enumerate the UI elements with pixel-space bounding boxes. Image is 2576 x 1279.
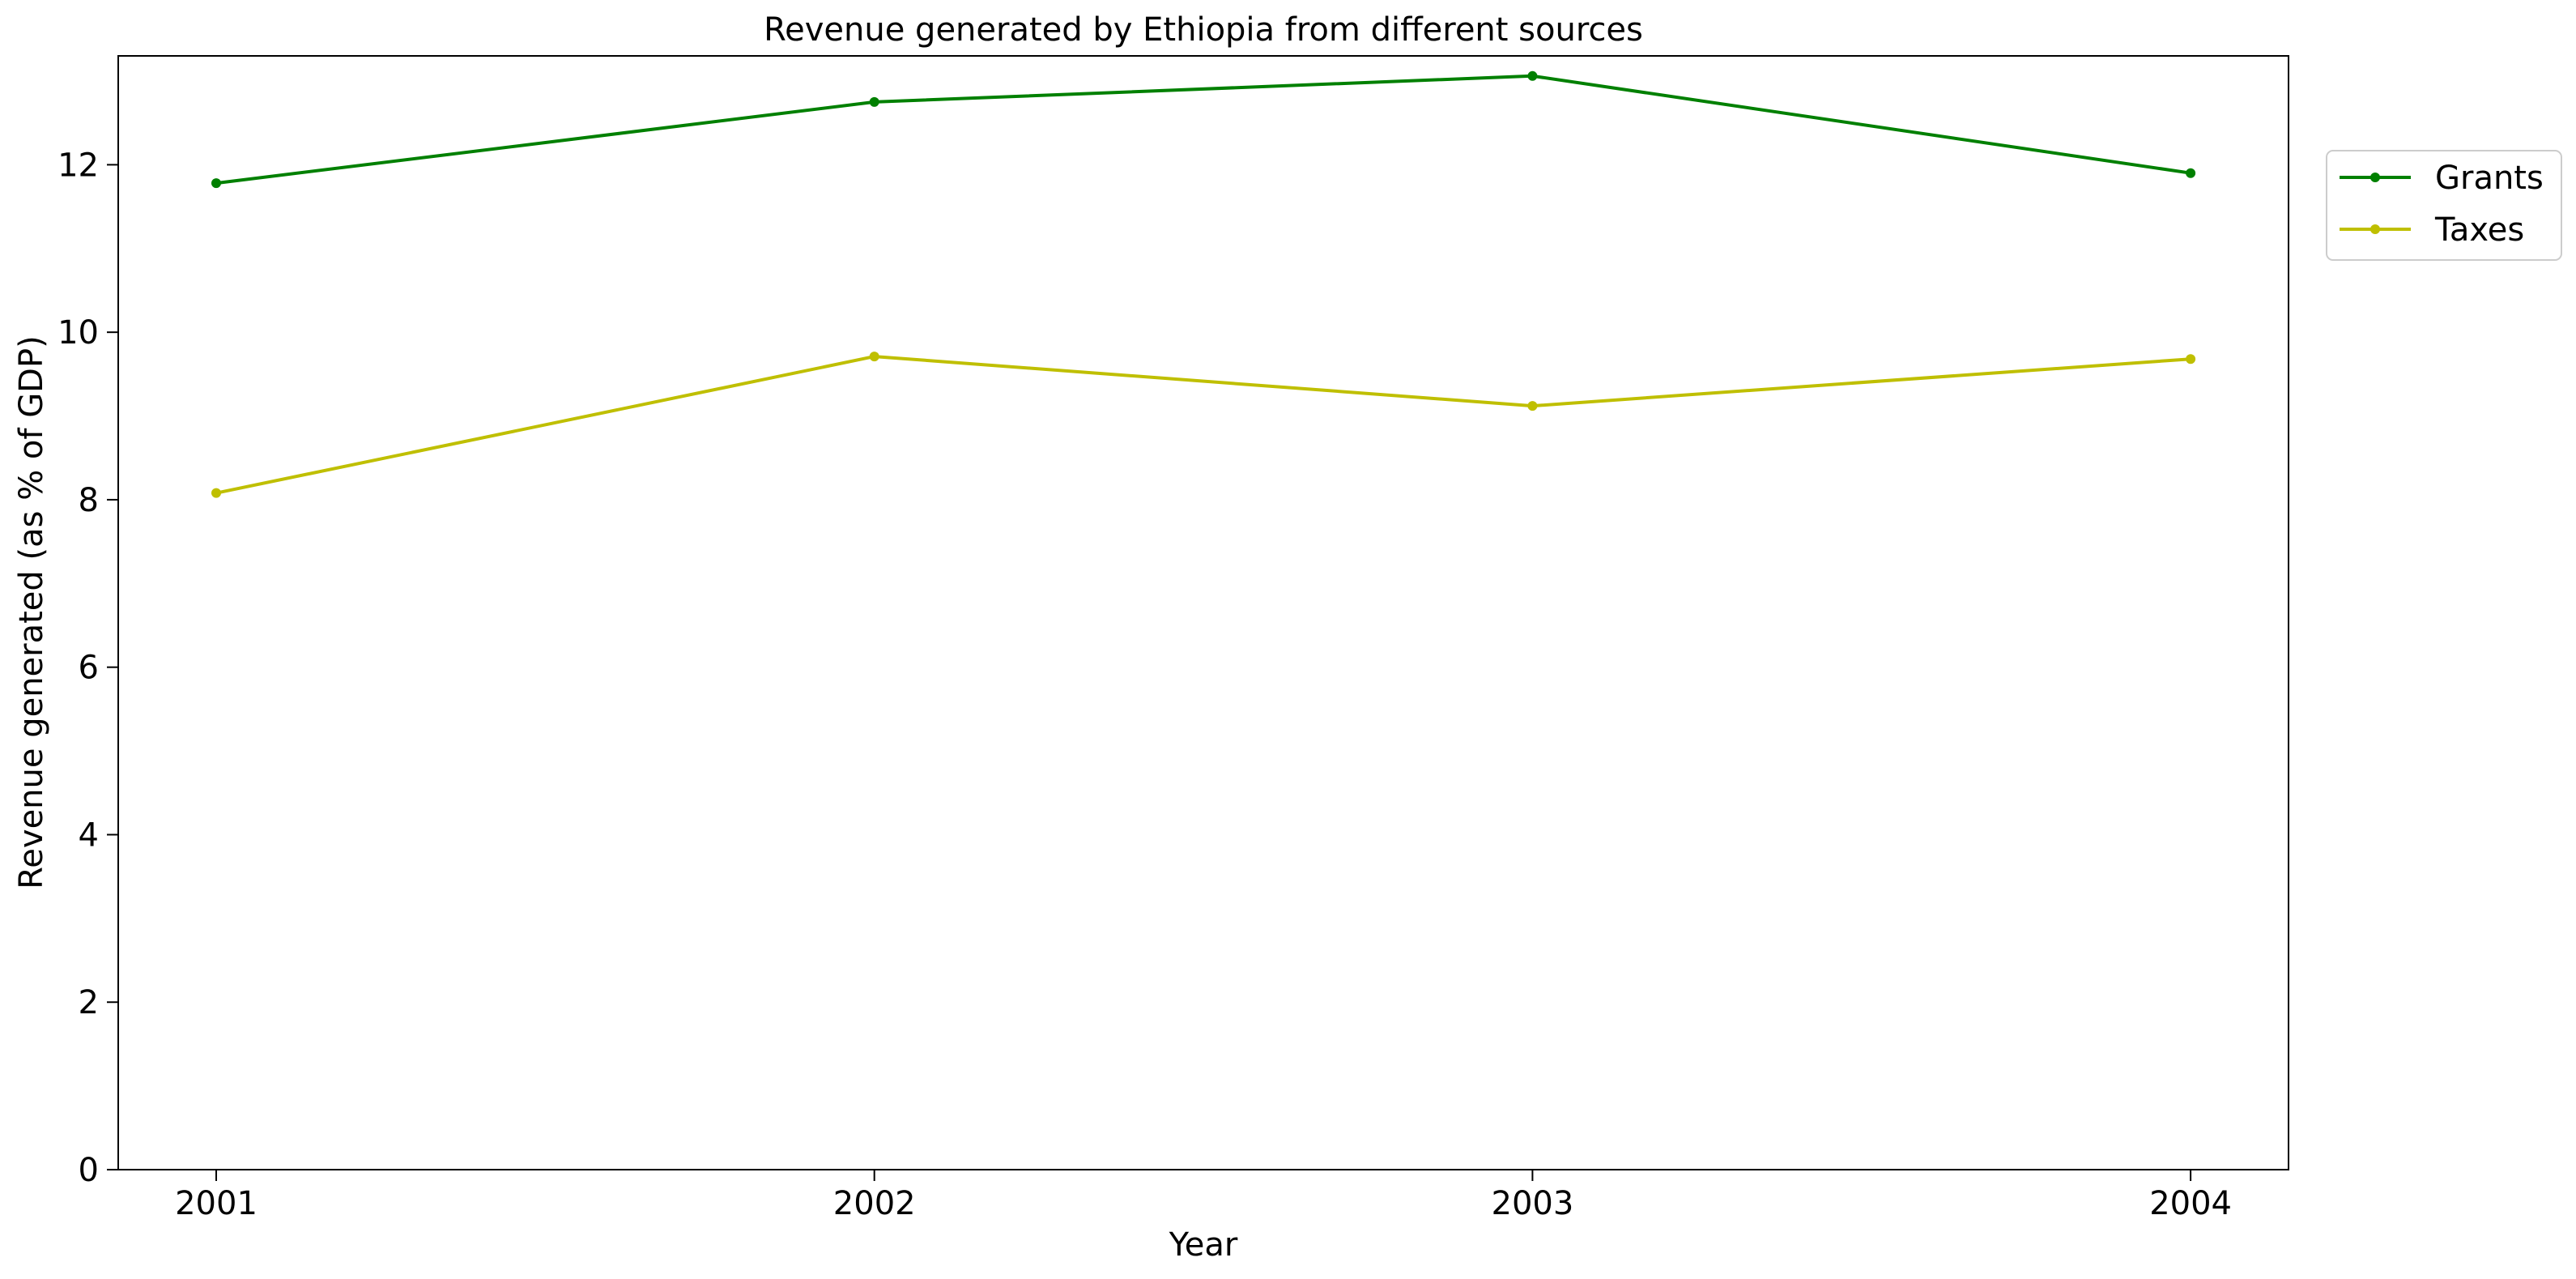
series-line-grants [215,74,2191,185]
y-tick-label: 10 [57,314,99,352]
x-tick-label: 2001 [175,1185,258,1222]
y-tick-label: 12 [57,147,99,184]
y-tick-label: 0 [79,1152,99,1189]
legend-swatch-marker-taxes [2370,224,2380,234]
data-point-taxes [1527,401,1538,411]
x-tick-label: 2003 [1492,1185,1574,1222]
x-tick-label: 2004 [2149,1185,2232,1222]
data-point-grants [2186,168,2196,178]
series-line-taxes [215,355,2191,495]
legend: Grants Taxes [2326,150,2562,261]
data-point-grants [211,178,221,189]
y-tick-label: 6 [79,650,99,687]
x-axis: 2001 2002 2003 2004 [175,1170,2232,1222]
data-point-taxes [2186,354,2196,365]
y-tick-label: 4 [79,816,99,854]
legend-label-taxes: Taxes [2434,211,2524,249]
chart-title: Revenue generated by Ethiopia from diffe… [764,11,1643,49]
y-tick-label: 2 [79,984,99,1021]
data-point-taxes [211,488,221,498]
data-point-grants [1527,70,1538,81]
series-layer [211,70,2196,498]
legend-swatch-marker-grants [2370,173,2380,182]
data-point-grants [869,96,879,107]
x-tick-label: 2002 [833,1185,916,1222]
x-axis-label: Year [1169,1226,1238,1264]
y-tick-label: 8 [79,482,99,519]
plot-area [117,55,2289,1170]
data-point-taxes [869,352,879,362]
legend-label-grants: Grants [2435,160,2544,197]
y-axis: 0 2 4 6 8 10 12 [57,147,118,1189]
legend-entries: Grants Taxes [2340,160,2544,249]
y-axis-label: Revenue generated (as % of GDP) [13,335,50,889]
